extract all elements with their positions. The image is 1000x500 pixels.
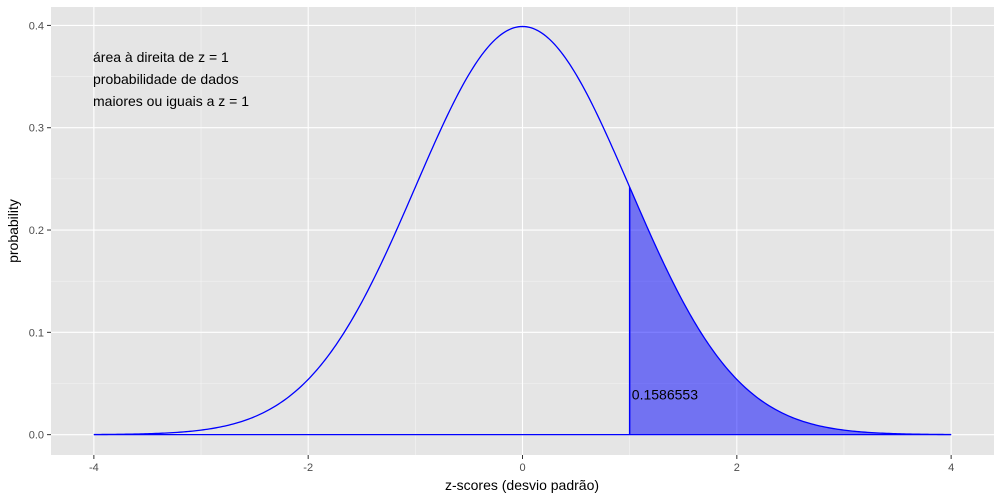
x-tick-label: 4	[948, 462, 954, 474]
density-curve	[93, 25, 952, 436]
annotation-line-3: maiores ou iguais a z = 1	[93, 93, 249, 109]
x-axis-title: z-scores (desvio padrão)	[445, 477, 599, 493]
y-tick-label: 0.3	[29, 123, 44, 135]
grid-major	[51, 7, 994, 455]
x-tick-label: 2	[734, 462, 740, 474]
y-tick-label: 0.4	[29, 20, 44, 32]
y-axis-title: probability	[5, 199, 21, 263]
x-tick-label: -2	[303, 462, 313, 474]
x-tick-label: 0	[519, 462, 525, 474]
x-axis-ticks: -4 -2 0 2 4	[89, 455, 954, 474]
y-tick-label: 0.0	[29, 430, 44, 442]
y-tick-label: 0.1	[29, 327, 44, 339]
area-value-label: 0.1586553	[632, 387, 698, 403]
y-tick-label: 0.2	[29, 225, 44, 237]
shaded-area	[629, 187, 952, 435]
y-axis-ticks: 0.0 0.1 0.2 0.3 0.4	[29, 20, 51, 442]
annotation-line-2: probabilidade de dados	[93, 71, 239, 87]
annotation-line-1: área à direita de z = 1	[93, 49, 229, 65]
shaded-area-group	[628, 187, 952, 435]
x-tick-label: -4	[89, 462, 99, 474]
density-curve-group	[93, 25, 952, 436]
